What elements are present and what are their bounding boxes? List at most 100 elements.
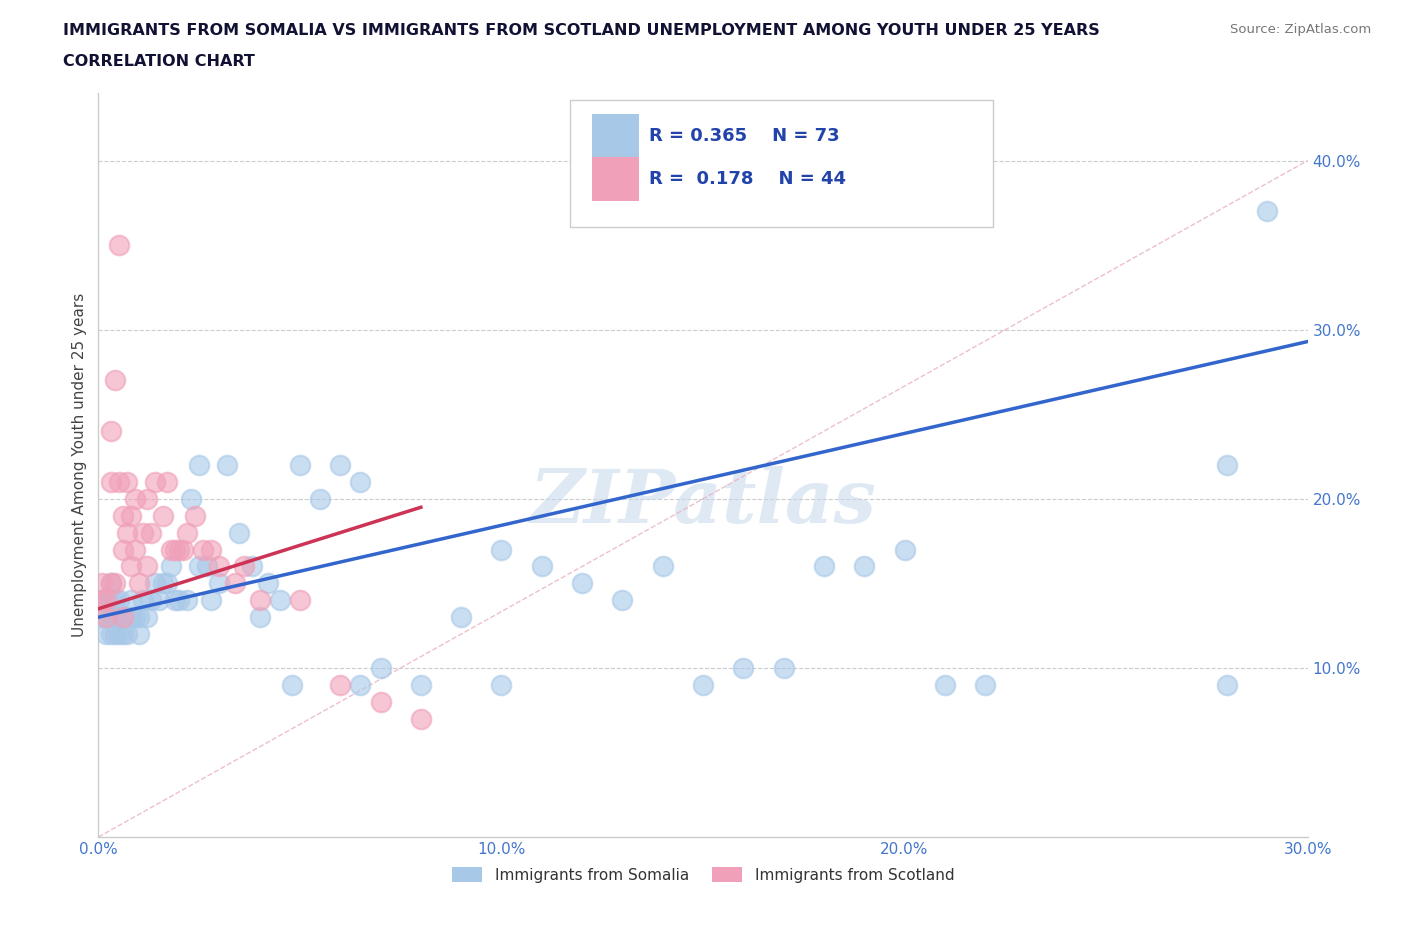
Text: CORRELATION CHART: CORRELATION CHART xyxy=(63,54,254,69)
Point xyxy=(120,592,142,607)
Point xyxy=(772,660,794,675)
Point xyxy=(103,576,125,591)
Point xyxy=(96,592,118,607)
Point xyxy=(111,627,134,642)
Point xyxy=(195,559,218,574)
Point xyxy=(132,592,155,607)
Point xyxy=(139,592,162,607)
Point xyxy=(172,542,194,557)
Point xyxy=(91,610,114,625)
Point xyxy=(184,509,207,524)
Point xyxy=(100,474,122,489)
Point xyxy=(163,542,186,557)
Point xyxy=(934,677,956,692)
Point xyxy=(329,677,352,692)
Point xyxy=(148,592,170,607)
Point xyxy=(281,677,304,692)
Text: R =  0.178    N = 44: R = 0.178 N = 44 xyxy=(648,169,845,188)
Point xyxy=(692,677,714,692)
Point xyxy=(249,610,271,625)
Point xyxy=(100,576,122,591)
Y-axis label: Unemployment Among Youth under 25 years: Unemployment Among Youth under 25 years xyxy=(72,293,87,637)
Point xyxy=(156,474,179,489)
Point xyxy=(167,542,190,557)
Point xyxy=(100,576,122,591)
Point xyxy=(1256,204,1278,219)
Point xyxy=(309,491,332,506)
FancyBboxPatch shape xyxy=(592,156,638,201)
Point xyxy=(893,542,915,557)
Point xyxy=(200,592,222,607)
Point xyxy=(128,576,150,591)
Point xyxy=(135,610,157,625)
Point xyxy=(188,559,211,574)
Point xyxy=(288,458,311,472)
Point xyxy=(269,592,291,607)
Point xyxy=(152,509,174,524)
Text: ZIPatlas: ZIPatlas xyxy=(530,466,876,538)
Point xyxy=(143,576,166,591)
Text: Source: ZipAtlas.com: Source: ZipAtlas.com xyxy=(1230,23,1371,36)
Point xyxy=(91,592,114,607)
Point xyxy=(167,592,190,607)
Point xyxy=(188,458,211,472)
Point xyxy=(409,677,432,692)
Point xyxy=(176,525,198,540)
Point xyxy=(450,610,472,625)
Point xyxy=(115,474,138,489)
Point xyxy=(249,592,271,607)
Point xyxy=(530,559,553,574)
Point xyxy=(111,610,134,625)
Point xyxy=(329,458,352,472)
Point xyxy=(111,509,134,524)
Point xyxy=(135,559,157,574)
Point xyxy=(733,660,755,675)
Point xyxy=(612,592,634,607)
Point xyxy=(91,592,114,607)
Point xyxy=(100,610,122,625)
Point xyxy=(256,576,278,591)
Point xyxy=(224,576,246,591)
Point xyxy=(111,542,134,557)
Point xyxy=(152,576,174,591)
Point xyxy=(1216,677,1239,692)
FancyBboxPatch shape xyxy=(569,100,993,227)
Point xyxy=(107,592,129,607)
Point xyxy=(217,458,239,472)
Point xyxy=(571,576,593,591)
Point xyxy=(107,474,129,489)
FancyBboxPatch shape xyxy=(592,114,638,158)
Point xyxy=(160,542,183,557)
Point xyxy=(176,592,198,607)
Point xyxy=(91,576,114,591)
Point xyxy=(349,677,371,692)
Point xyxy=(143,474,166,489)
Point xyxy=(120,559,142,574)
Point xyxy=(208,559,231,574)
Point xyxy=(111,610,134,625)
Point xyxy=(128,627,150,642)
Point xyxy=(107,610,129,625)
Point xyxy=(349,474,371,489)
Point xyxy=(288,592,311,607)
Point xyxy=(193,542,215,557)
Point xyxy=(208,576,231,591)
Point xyxy=(107,627,129,642)
Point xyxy=(651,559,673,574)
Point xyxy=(156,576,179,591)
Point xyxy=(96,610,118,625)
Point xyxy=(813,559,835,574)
Point xyxy=(120,610,142,625)
Point xyxy=(163,592,186,607)
Point xyxy=(124,610,146,625)
Point xyxy=(115,627,138,642)
Point xyxy=(228,525,250,540)
Point xyxy=(409,711,432,726)
Point xyxy=(491,542,513,557)
Point xyxy=(100,627,122,642)
Point xyxy=(180,491,202,506)
Point xyxy=(124,542,146,557)
Point xyxy=(120,509,142,524)
Point xyxy=(96,592,118,607)
Point xyxy=(139,525,162,540)
